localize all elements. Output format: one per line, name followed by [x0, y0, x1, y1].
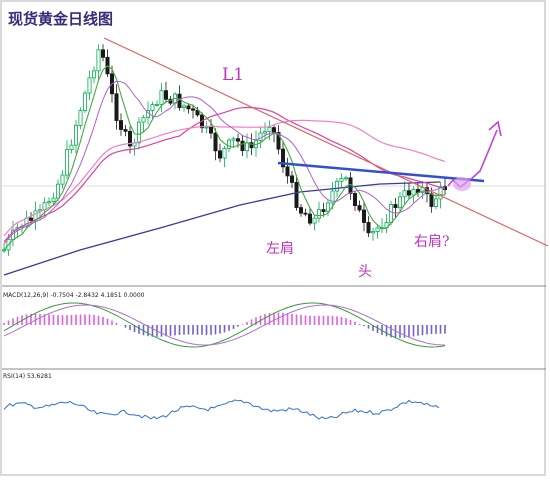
- candle-body: [87, 77, 92, 94]
- candle-body: [366, 222, 371, 234]
- rsi-label: RSI(14) 53.6281: [3, 373, 52, 380]
- candle-body: [141, 117, 146, 123]
- candle-body: [235, 138, 240, 142]
- candle-body: [51, 197, 56, 203]
- candle-body: [163, 90, 168, 100]
- candle-body: [303, 212, 308, 215]
- candle-body: [339, 178, 344, 182]
- candle-body: [74, 125, 79, 146]
- candle-body: [267, 127, 272, 132]
- candle-body: [65, 149, 70, 176]
- trendline-label: L1: [222, 65, 244, 85]
- candle-body: [330, 190, 335, 204]
- candle-body: [213, 132, 218, 152]
- candle-body: [159, 90, 164, 105]
- candle-body: [388, 204, 393, 223]
- candle-body: [357, 205, 362, 211]
- macd-line: [3, 302, 446, 348]
- candle-body: [289, 175, 294, 183]
- right-shoulder-label: 右肩?: [414, 234, 450, 250]
- head-label: 头: [358, 264, 372, 280]
- macd-label: MACD(12,26,9) -0.7504 -2.8432 4.1851 0.0…: [3, 292, 145, 299]
- candle-body: [262, 131, 267, 134]
- candle-body: [123, 129, 128, 132]
- candle-body: [56, 183, 61, 199]
- macd-signal-line: [3, 304, 446, 346]
- candle-body: [433, 198, 438, 207]
- candle-body: [231, 138, 236, 141]
- candle-body: [181, 105, 186, 109]
- candle-body: [325, 202, 330, 212]
- candle-body: [397, 196, 402, 209]
- candle-body: [258, 132, 263, 141]
- candle-body: [204, 126, 209, 129]
- macd-histogram: [3, 312, 446, 338]
- candle-body: [334, 180, 339, 192]
- candle-body: [222, 148, 227, 159]
- candle-body: [393, 204, 398, 209]
- candle-body: [312, 217, 317, 224]
- candle-body: [244, 142, 249, 152]
- candle-body: [316, 209, 321, 219]
- candle-body: [96, 49, 101, 72]
- candle-body: [226, 139, 231, 149]
- candle-body: [119, 120, 124, 130]
- candle-body: [28, 217, 33, 221]
- candle-body: [285, 166, 290, 177]
- candle-body: [217, 150, 222, 159]
- candle-body: [343, 177, 348, 180]
- candle-body: [92, 70, 97, 79]
- candle-body: [114, 93, 119, 121]
- trendline-l1: [103, 37, 549, 247]
- candle-body: [402, 190, 407, 198]
- ma-purple-line: [3, 80, 446, 245]
- candle-body: [411, 189, 416, 196]
- candle-body: [352, 193, 357, 207]
- candle-body: [208, 126, 213, 134]
- candle-body: [429, 193, 434, 207]
- neckline: [277, 161, 485, 183]
- candle-body: [370, 231, 375, 234]
- candle-body: [375, 227, 380, 232]
- candle-body: [298, 207, 303, 214]
- candle-body: [78, 110, 83, 126]
- rsi-line: [3, 399, 440, 420]
- candle-body: [101, 49, 106, 58]
- candle-body: [154, 104, 159, 106]
- candle-body: [150, 104, 155, 111]
- candle-body: [276, 132, 281, 150]
- candle-body: [186, 105, 191, 110]
- breakout-arrow: [447, 120, 502, 191]
- candle-body: [406, 190, 411, 196]
- candle-body: [127, 130, 132, 147]
- candle-body: [60, 174, 65, 185]
- ma-green-line: [3, 65, 446, 251]
- candle-body: [83, 92, 88, 111]
- candle-body: [2, 249, 7, 252]
- chart-title: 现货黄金日线图: [8, 10, 113, 28]
- ma-slow-line: [3, 181, 441, 276]
- candle-body: [69, 144, 74, 151]
- candle-body: [321, 209, 326, 212]
- candle-body: [438, 186, 443, 200]
- candle-body: [361, 209, 366, 223]
- candle-body: [271, 127, 276, 133]
- left-shoulder-label: 左肩: [266, 241, 294, 257]
- candle-body: [190, 108, 195, 111]
- candle-body: [47, 201, 52, 204]
- candle-body: [307, 213, 312, 224]
- candle-body: [240, 140, 245, 152]
- candle-body: [136, 121, 141, 144]
- candle-body: [249, 142, 254, 149]
- candle-body: [294, 181, 299, 208]
- ma-pink-light-line: [3, 119, 446, 237]
- candle-body: [280, 148, 285, 168]
